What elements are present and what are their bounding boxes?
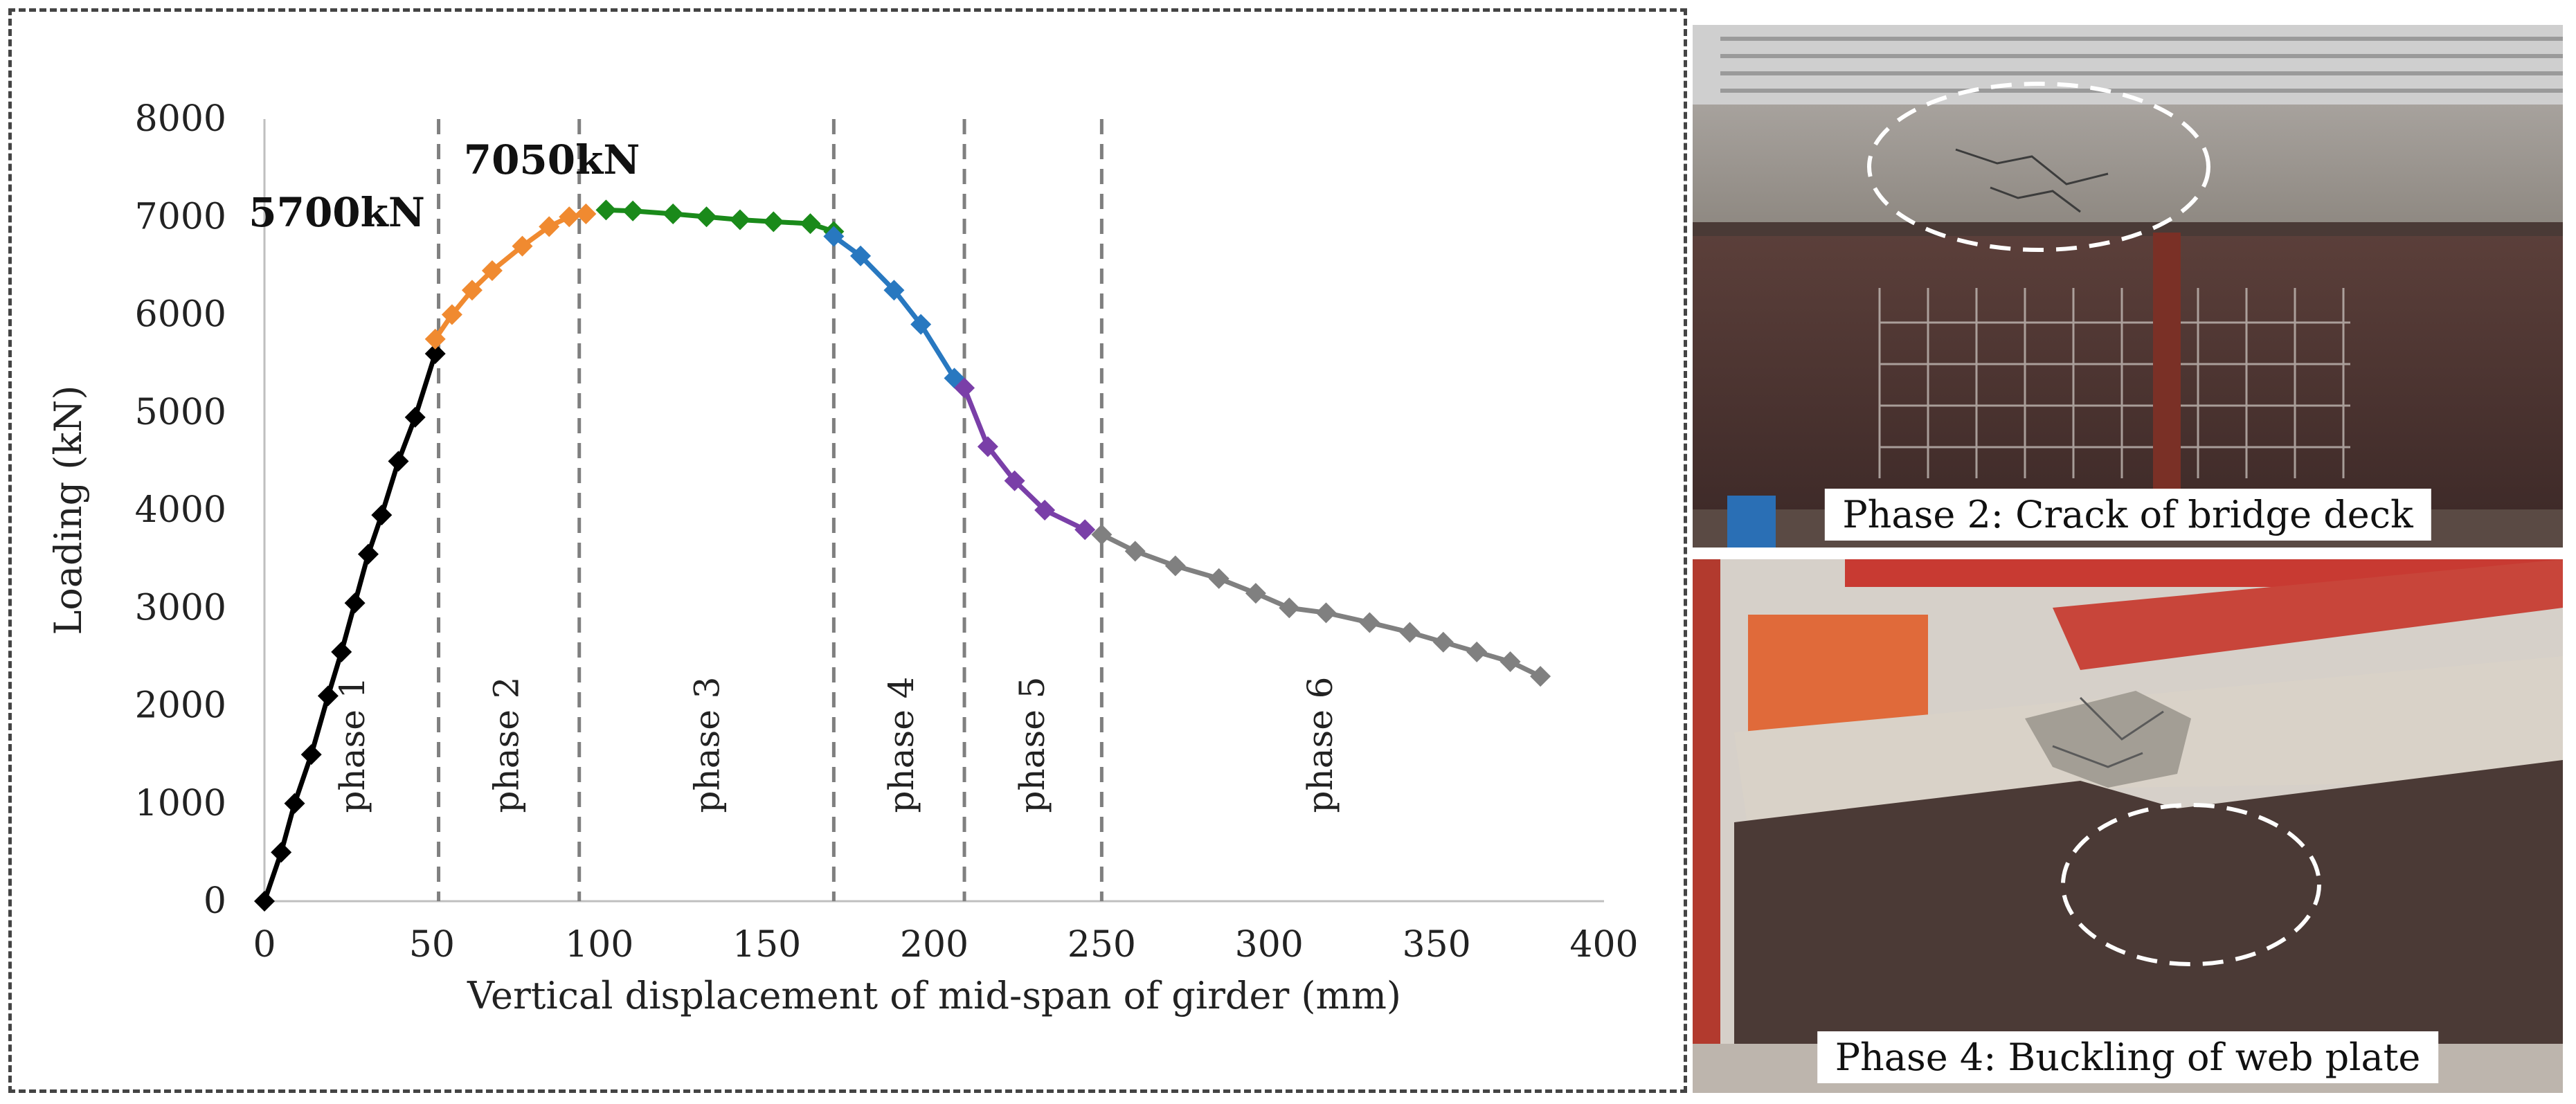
data-point: [850, 245, 872, 266]
x-tick-label: 100: [565, 924, 633, 966]
data-point: [254, 891, 275, 912]
series-line: [962, 387, 1086, 532]
y-tick-label: 1000: [135, 783, 226, 824]
data-point: [1124, 541, 1146, 562]
web-plate-photo-image: [1693, 559, 2563, 1093]
data-point: [1034, 500, 1056, 521]
chart-panel: 0 1000 2000 3000 4000 5000 6000 7000 8000 0 50 100 1…: [8, 8, 1687, 1093]
data-point: [1074, 519, 1096, 541]
data-point: [622, 200, 644, 221]
data-point: [729, 209, 750, 230]
x-tick-label: 250: [1068, 924, 1136, 966]
y-tick-label: 8000: [135, 98, 226, 140]
data-point: [300, 744, 322, 766]
data-point: [977, 436, 998, 458]
data-point: [1004, 470, 1025, 491]
x-tick-label: 0: [253, 924, 276, 966]
photo-web-plate-buckling: Phase 4: Buckling of web plate: [1693, 559, 2563, 1093]
data-point: [1399, 622, 1421, 643]
y-axis-label: Loading (kN): [46, 385, 90, 635]
data-point: [284, 793, 305, 814]
phase-label: phase 4: [881, 677, 921, 813]
photo2-caption: Phase 4: Buckling of web plate: [1817, 1031, 2439, 1083]
y-tick-label: 6000: [135, 294, 226, 336]
y-tick-label: 5000: [135, 392, 226, 433]
data-point: [575, 203, 597, 225]
data-point: [763, 211, 784, 233]
data-point: [1091, 524, 1113, 545]
data-point: [539, 216, 560, 237]
x-axis-label: Vertical displacement of mid-span of gir…: [467, 974, 1401, 1017]
data-point: [1208, 568, 1230, 589]
data-point: [1315, 602, 1337, 624]
data-point: [441, 304, 462, 325]
series-line: [262, 352, 438, 903]
y-tick-label: 3000: [135, 587, 226, 628]
data-point: [595, 199, 617, 221]
phase-label: phase 6: [1300, 677, 1340, 813]
phase-label: phase 1: [332, 677, 372, 813]
x-tick-label: 200: [900, 924, 969, 966]
bridge-deck-photo-image: [1693, 25, 2563, 548]
data-point: [512, 235, 533, 257]
x-tick-label: 150: [732, 924, 801, 966]
data-point: [1245, 583, 1266, 604]
series-line: [433, 211, 587, 341]
y-tick-label: 7000: [135, 196, 226, 237]
data-point: [1279, 597, 1300, 619]
data-point: [1359, 612, 1380, 633]
phase-label: phase 5: [1012, 677, 1052, 813]
data-point: [344, 592, 366, 614]
data-point: [461, 280, 483, 301]
data-point: [1499, 651, 1521, 672]
data-point: [424, 343, 446, 364]
data-point: [1164, 555, 1186, 577]
y-tick-label: 0: [204, 880, 226, 922]
data-point: [800, 213, 821, 235]
photo1-caption: Phase 2: Crack of bridge deck: [1824, 489, 2431, 541]
data-point: [331, 641, 352, 662]
data-point: [317, 685, 339, 707]
data-point: [823, 226, 845, 247]
data-point: [954, 377, 975, 399]
data-point: [663, 203, 684, 225]
load-displacement-chart: 0 1000 2000 3000 4000 5000 6000 7000 8000 0 50 100 1…: [46, 98, 1639, 1017]
x-tick-label: 350: [1402, 924, 1470, 966]
phase-label: phase 2: [486, 677, 526, 813]
data-point: [1466, 641, 1488, 662]
data-point: [559, 206, 580, 228]
data-point: [1530, 666, 1551, 687]
x-tick-label: 50: [409, 924, 455, 966]
y-tick-label: 2000: [135, 685, 226, 727]
data-point: [1432, 631, 1454, 653]
annotation-peak-7050: 7050kN: [464, 136, 640, 183]
data-point: [696, 206, 717, 228]
x-tick-label: 400: [1569, 924, 1638, 966]
data-point: [388, 451, 409, 472]
data-point: [481, 260, 503, 281]
annotation-peak-5700: 5700kN: [249, 189, 425, 236]
data-point: [371, 505, 393, 526]
data-point: [883, 280, 905, 301]
data-point: [424, 328, 446, 350]
x-tick-label: 300: [1235, 924, 1304, 966]
series-line: [832, 234, 957, 380]
data-point: [357, 543, 379, 565]
data-point: [910, 314, 932, 335]
y-tick-label: 4000: [135, 489, 226, 531]
data-point: [271, 842, 292, 863]
data-point: [404, 406, 426, 428]
photo-bridge-deck-crack: Phase 2: Crack of bridge deck: [1693, 25, 2563, 548]
phase-label: phase 3: [687, 677, 728, 813]
